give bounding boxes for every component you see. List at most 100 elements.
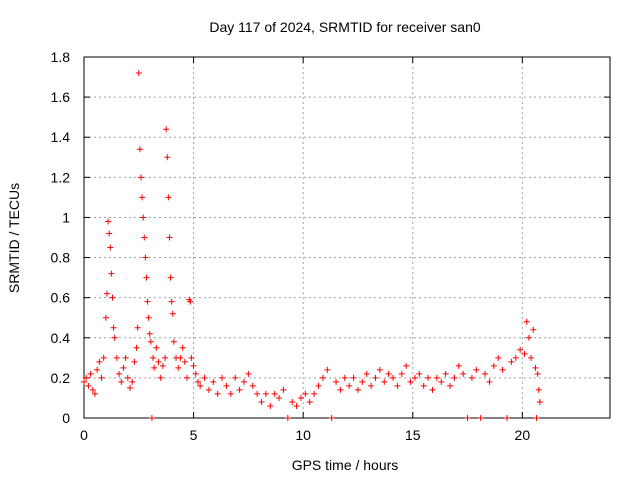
data-point-marker	[131, 358, 138, 365]
data-point-marker	[175, 364, 182, 371]
data-point-marker	[390, 374, 397, 381]
data-point-marker	[398, 370, 405, 377]
data-point-marker	[280, 386, 287, 393]
data-point-marker	[306, 398, 313, 405]
data-point-marker	[354, 386, 361, 393]
data-point-marker	[108, 270, 115, 277]
x-tick-label: 10	[295, 427, 311, 443]
data-point-marker	[346, 382, 353, 389]
plot-frame	[83, 56, 611, 419]
data-point-marker	[486, 378, 493, 385]
data-point-marker	[81, 378, 87, 385]
data-point-marker	[372, 374, 379, 381]
data-point-marker	[197, 382, 204, 389]
data-point-marker	[368, 382, 375, 389]
data-point-marker	[137, 174, 144, 181]
data-point-marker	[104, 290, 111, 297]
data-point-marker	[129, 378, 136, 385]
data-point-marker	[495, 354, 502, 361]
x-tick-label: 5	[190, 427, 198, 443]
data-point-marker	[499, 366, 506, 373]
data-point-marker	[477, 415, 484, 421]
data-series	[81, 70, 543, 421]
data-point-marker	[142, 254, 149, 261]
data-point-marker	[530, 326, 537, 333]
data-point-marker	[262, 390, 269, 397]
data-point-marker	[271, 390, 278, 397]
data-point-marker	[473, 366, 480, 373]
data-point-marker	[102, 314, 109, 321]
data-point-marker	[105, 218, 112, 225]
data-point-marker	[181, 358, 188, 365]
data-point-marker	[517, 346, 524, 353]
data-point-marker	[297, 394, 304, 401]
data-point-marker	[118, 378, 125, 385]
axis-ticks: 0 5 10 15 20 0 0.2 0.4 0.6 0.8 1 1.2 1.4 1.6 1.8	[51, 49, 610, 443]
data-point-marker	[184, 374, 191, 381]
data-point-marker	[227, 390, 234, 397]
data-point-marker	[127, 384, 134, 391]
data-point-marker	[236, 386, 243, 393]
data-point-marker	[192, 370, 199, 377]
data-point-marker	[420, 382, 427, 389]
data-point-marker	[165, 194, 172, 201]
data-point-marker	[258, 398, 265, 405]
data-point-marker	[464, 415, 471, 421]
y-tick-label: 1	[62, 209, 70, 225]
data-point-marker	[135, 70, 142, 77]
data-point-marker	[350, 374, 357, 381]
data-point-marker	[141, 234, 148, 241]
y-axis-label: SRMTID / TECUs	[6, 183, 22, 293]
data-point-marker	[535, 386, 542, 393]
data-point-marker	[155, 358, 162, 365]
data-point-marker	[315, 382, 322, 389]
data-point-marker	[190, 362, 197, 369]
data-point-marker	[146, 330, 153, 337]
data-point-marker	[447, 382, 454, 389]
data-point-marker	[455, 362, 462, 369]
data-point-marker	[394, 382, 401, 389]
data-point-marker	[289, 398, 296, 405]
data-point-marker	[167, 274, 174, 281]
data-point-marker	[98, 374, 105, 381]
x-tick-label: 15	[405, 427, 421, 443]
data-point-marker	[363, 370, 370, 377]
data-point-marker	[194, 378, 201, 385]
data-point-marker	[490, 362, 497, 369]
data-point-marker	[214, 390, 221, 397]
data-point-marker	[169, 310, 176, 317]
y-tick-label: 1.6	[51, 89, 71, 105]
data-point-marker	[113, 354, 120, 361]
data-point-marker	[162, 354, 169, 361]
data-point-marker	[153, 344, 160, 351]
data-point-marker	[166, 234, 173, 241]
y-tick-label: 0	[62, 410, 70, 426]
data-point-marker	[122, 354, 129, 361]
data-point-marker	[468, 374, 475, 381]
data-point-marker	[442, 370, 449, 377]
data-point-marker	[124, 374, 131, 381]
data-point-marker	[144, 298, 151, 305]
data-point-marker	[150, 354, 157, 361]
data-point-marker	[87, 370, 94, 377]
data-point-marker	[177, 354, 184, 361]
y-tick-label: 1.8	[51, 49, 71, 65]
data-point-marker	[359, 378, 366, 385]
data-point-marker	[145, 314, 152, 321]
data-point-marker	[341, 374, 348, 381]
data-point-marker	[376, 366, 383, 373]
data-point-marker	[96, 358, 103, 365]
data-point-marker	[91, 390, 98, 397]
data-point-marker	[381, 378, 388, 385]
data-point-marker	[210, 378, 217, 385]
data-point-marker	[143, 274, 150, 281]
y-tick-label: 0.8	[51, 250, 71, 266]
data-point-marker	[151, 364, 158, 371]
data-point-marker	[337, 386, 344, 393]
data-point-marker	[188, 354, 195, 361]
y-tick-label: 0.4	[51, 330, 71, 346]
data-point-marker	[525, 334, 532, 341]
data-point-marker	[319, 374, 326, 381]
x-tick-label: 20	[515, 427, 531, 443]
data-point-marker	[245, 370, 252, 377]
